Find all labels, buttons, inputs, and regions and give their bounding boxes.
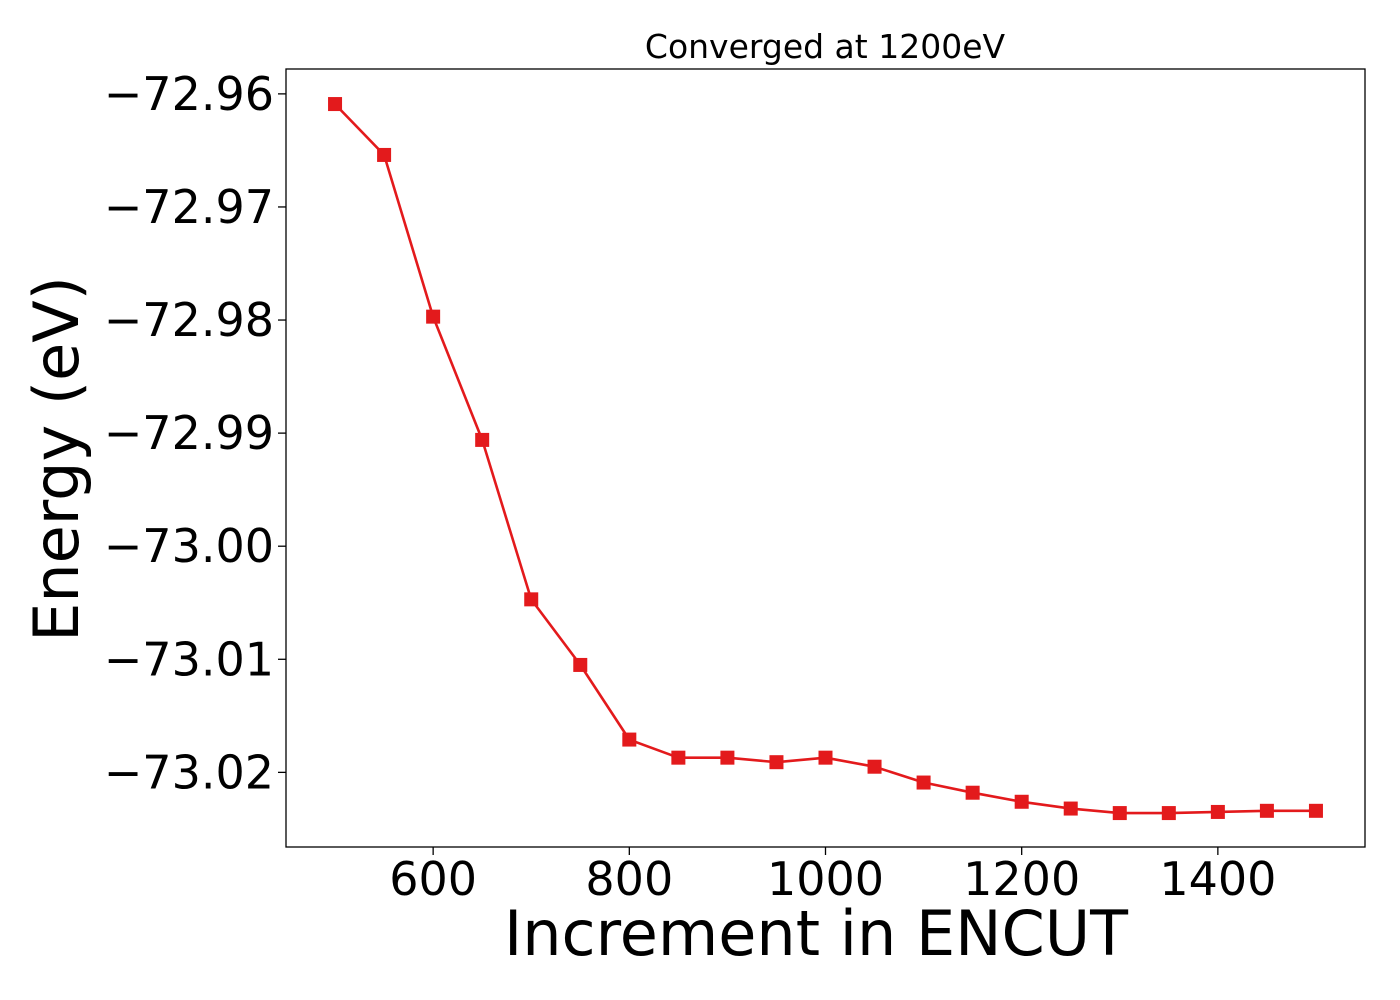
y-axis-title: Energy (eV) — [20, 276, 93, 642]
data-point-marker — [1112, 806, 1127, 821]
data-point-marker — [720, 750, 735, 765]
y-tick-label: −72.97 — [104, 180, 274, 234]
chart-title: Converged at 1200eV — [645, 27, 1006, 66]
plot-marks — [328, 97, 1323, 821]
data-point-marker — [1063, 801, 1078, 816]
data-point-marker — [426, 309, 441, 324]
plot-frame — [285, 68, 1366, 848]
data-point-marker — [475, 432, 490, 447]
data-point-marker — [524, 592, 539, 607]
data-point-marker — [1308, 803, 1323, 818]
data-point-marker — [867, 759, 882, 774]
data-point-marker — [1161, 806, 1176, 821]
data-point-marker — [1259, 803, 1274, 818]
data-point-marker — [328, 97, 343, 112]
x-tick-label: 800 — [585, 852, 673, 906]
y-tick-label: −73.02 — [104, 745, 274, 799]
x-tick-label: 1400 — [1159, 852, 1276, 906]
data-point-marker — [622, 732, 637, 747]
data-point-marker — [965, 785, 980, 800]
x-axis-title: Increment in ENCUT — [504, 897, 1129, 970]
axis-ticks: 600 800 1000 1200 1400 −72.96 −72.97 −72.98 −72.… — [104, 67, 1277, 906]
energy-series-line — [334, 103, 1316, 815]
data-point-marker — [769, 755, 784, 770]
y-tick-label: −72.98 — [104, 293, 274, 347]
data-point-marker — [916, 775, 931, 790]
x-tick-label: 1000 — [767, 852, 884, 906]
data-point-marker — [671, 750, 686, 765]
y-tick-label: −73.01 — [104, 632, 274, 686]
data-point-marker — [573, 657, 588, 672]
data-point-marker — [818, 750, 833, 765]
data-point-marker — [1210, 804, 1225, 819]
y-tick-label: −73.00 — [104, 519, 274, 573]
y-tick-label: −72.99 — [104, 406, 274, 460]
x-tick-label: 600 — [389, 852, 477, 906]
data-point-marker — [377, 147, 392, 162]
data-point-marker — [1014, 794, 1029, 809]
x-tick-label: 1200 — [963, 852, 1080, 906]
y-tick-label: −72.96 — [104, 67, 274, 121]
